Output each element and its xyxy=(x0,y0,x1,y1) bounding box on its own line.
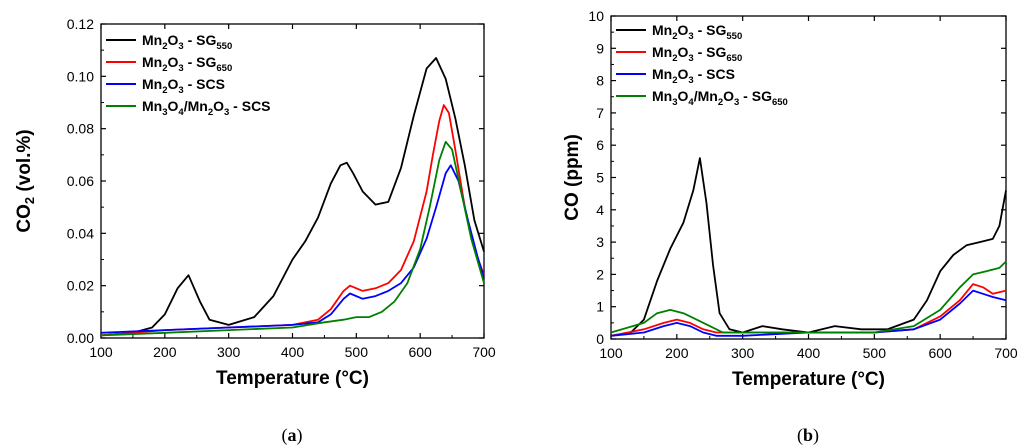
legend-entry: Mn2O3 - SG650 xyxy=(142,54,232,74)
y-tick-label: 4 xyxy=(596,202,604,218)
legend-entry: Mn2O3 - SG650 xyxy=(652,44,742,64)
legend-entry: Mn3O4/Mn2O3 - SG650 xyxy=(652,88,788,108)
y-axis-title: CO2 (vol.%) xyxy=(14,129,37,232)
panel-label: (b) xyxy=(797,425,819,446)
x-axis-title: Temperature (°C) xyxy=(732,369,885,390)
y-tick-label: 10 xyxy=(588,8,604,24)
legend-entry: Mn2O3 - SCS xyxy=(652,66,735,86)
x-tick-label: 200 xyxy=(665,345,689,361)
legend-entry: Mn2O3 - SG550 xyxy=(652,22,742,42)
x-axis-title: Temperature (°C) xyxy=(216,368,369,389)
y-tick-label: 7 xyxy=(596,105,604,121)
y-axis-title: CO (ppm) xyxy=(562,134,583,221)
series-line-3 xyxy=(610,289,1007,337)
series-line-1 xyxy=(610,157,1007,337)
y-tick-label: 1 xyxy=(596,299,604,315)
legend-entry: Mn2O3 - SCS xyxy=(142,76,225,96)
chart-panel-b: 100 200 300 400 500 600 700 0 1 2 3 4 5 6 7 8 9 10 Tempera… xyxy=(562,8,1018,446)
plot-frame xyxy=(610,15,1007,340)
y-tick-label: 6 xyxy=(596,137,604,153)
x-tick-label: 400 xyxy=(797,345,821,361)
y-tick-label: 0.08 xyxy=(67,121,94,137)
x-tick-label: 600 xyxy=(408,344,432,360)
x-tick-label: 100 xyxy=(599,345,623,361)
x-tick-label: 100 xyxy=(89,344,113,360)
series-line-4 xyxy=(610,260,1007,334)
chart-panel-a: 100 200 300 400 500 600 700 0.00 0.02 0.04 0.06 0.0… xyxy=(14,16,496,446)
x-tick-label: 200 xyxy=(153,344,177,360)
y-tick-label: 0.00 xyxy=(67,330,94,346)
series-line-4 xyxy=(100,140,485,337)
x-tick-label: 300 xyxy=(731,345,755,361)
x-tick-label: 700 xyxy=(472,344,496,360)
legend-entry: Mn2O3 - SG550 xyxy=(142,32,232,52)
y-tick-label: 0.02 xyxy=(67,278,94,294)
series-line-3 xyxy=(100,164,485,334)
x-tick-label: 500 xyxy=(863,345,887,361)
panel-label: (a) xyxy=(282,425,303,446)
x-tick-label: 500 xyxy=(345,344,369,360)
y-tick-label: 0.04 xyxy=(67,225,94,241)
y-tick-label: 2 xyxy=(596,266,604,282)
y-tick-label: 0.12 xyxy=(67,16,94,32)
y-tick-label: 5 xyxy=(596,170,604,186)
y-tick-label: 8 xyxy=(596,73,604,89)
y-tick-label: 0 xyxy=(596,331,604,347)
series-line-2 xyxy=(100,104,485,337)
y-tick-label: 3 xyxy=(596,234,604,250)
x-tick-label: 300 xyxy=(217,344,241,360)
series-line-1 xyxy=(100,57,485,337)
legend-entry: Mn3O4/Mn2O3 - SCS xyxy=(142,98,271,118)
x-tick-label: 600 xyxy=(928,345,952,361)
x-tick-label: 700 xyxy=(994,345,1018,361)
y-tick-label: 0.06 xyxy=(67,173,94,189)
y-tick-label: 0.10 xyxy=(67,68,94,84)
x-tick-label: 400 xyxy=(281,344,305,360)
y-tick-label: 9 xyxy=(596,40,604,56)
